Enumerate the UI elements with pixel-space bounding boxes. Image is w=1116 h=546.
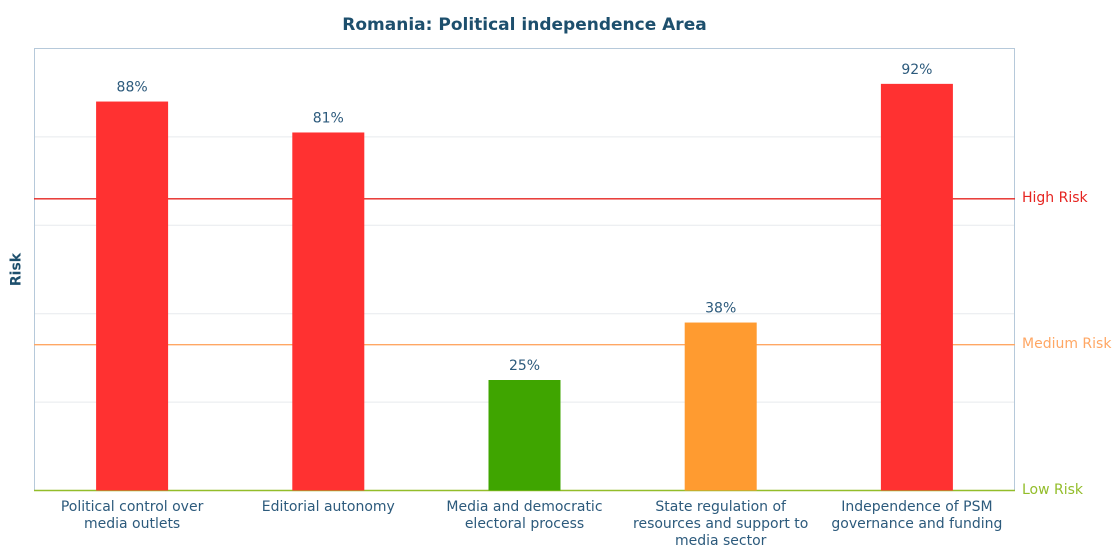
x-tick-label: Political control over media outlets	[60, 499, 204, 532]
x-tick-label: State regulation of resources and suppor…	[633, 499, 809, 546]
x-axis-tick-labels: Political control over media outlets Edit…	[0, 499, 1116, 546]
data-label: 88%	[117, 80, 148, 96]
data-label: 25%	[509, 358, 540, 374]
x-tick-label: Editorial autonomy	[261, 499, 395, 515]
x-tick-label: Media and democratic electoral process	[446, 499, 603, 532]
bar-editorial-autonomy	[292, 132, 365, 491]
data-labels-layer: 88% 81% 25% 38% 92%	[117, 62, 933, 374]
bar-state-regulation-of-resources-and-support-to-media-sector	[684, 322, 757, 491]
bars-layer	[96, 83, 953, 491]
x-tick-label: Independence of PSM governance and fundi…	[831, 499, 1003, 532]
bar-media-and-democratic-electoral-process	[488, 380, 561, 491]
data-label: 81%	[313, 110, 344, 126]
data-label: 38%	[705, 301, 736, 317]
data-label: 92%	[901, 62, 932, 78]
bar-political-control-over-media-outlets	[96, 101, 169, 491]
bar-independence-of-psm-governance-and-funding	[880, 83, 953, 491]
chart-title: Romania: Political independence Area	[342, 15, 707, 35]
y-axis-label: Risk	[8, 252, 25, 287]
